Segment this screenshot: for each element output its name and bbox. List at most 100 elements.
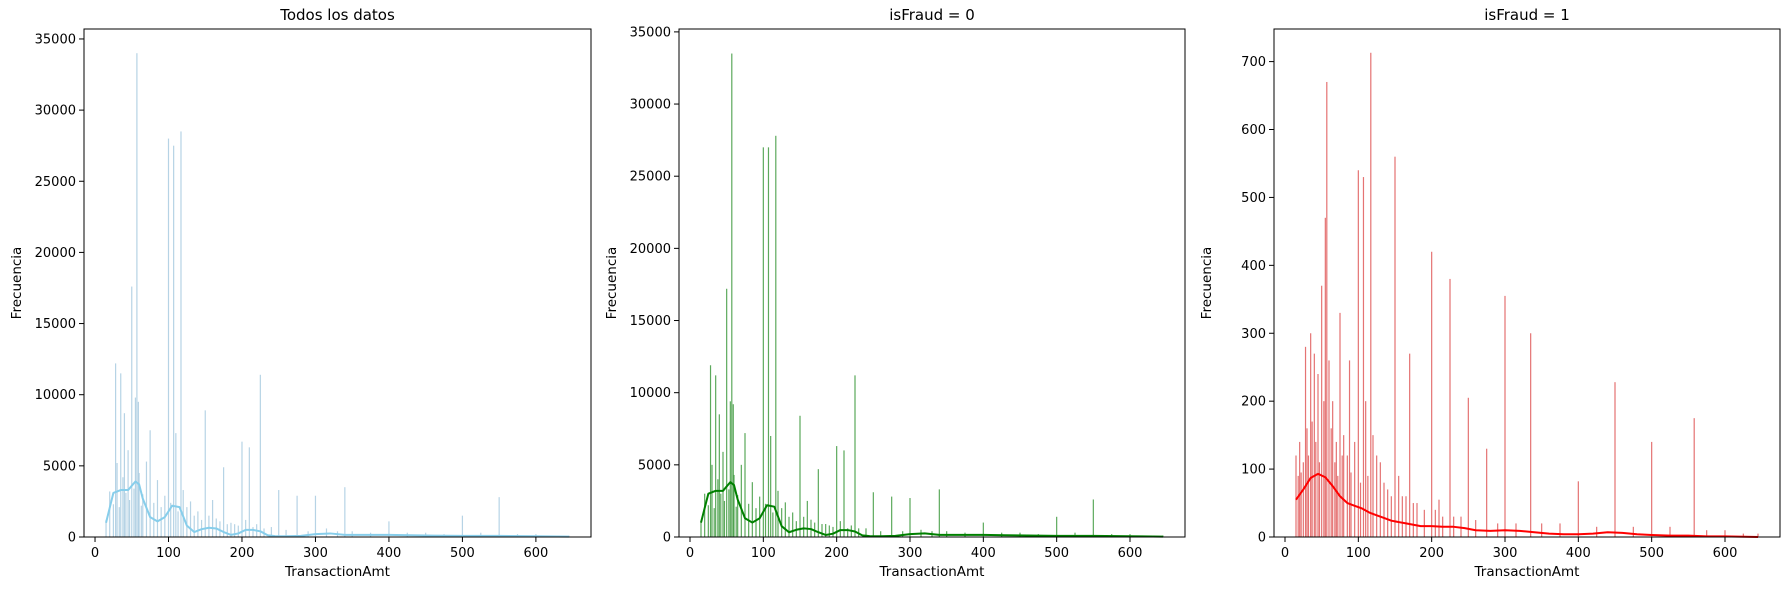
histogram-bar (1383, 482, 1385, 537)
y-tick-label: 35000 (35, 32, 76, 47)
histogram-bar (792, 512, 794, 537)
histogram-bar (1304, 346, 1307, 537)
histogram-bar (775, 135, 777, 538)
histogram-bar (1412, 503, 1414, 537)
histogram-bar (125, 492, 127, 537)
histogram-bar (1354, 441, 1356, 537)
y-tick-label: 35000 (630, 25, 671, 40)
histogram-bar (1313, 353, 1315, 537)
y-tick-label: 15000 (630, 314, 671, 329)
histogram-bar (1321, 285, 1323, 537)
x-axis-label: TransactionAmt (879, 564, 985, 580)
histogram-bar (1724, 530, 1726, 537)
histogram-bar (715, 375, 717, 537)
histogram-bar (140, 505, 142, 537)
y-tick-label: 20000 (35, 246, 76, 261)
x-tick-label: 400 (377, 546, 402, 561)
histogram-bar (1504, 295, 1506, 537)
histogram-bar (193, 515, 195, 537)
histogram-bar (122, 477, 124, 537)
histogram-bar (733, 474, 735, 537)
histogram-bar (1370, 52, 1372, 538)
histogram-bar (1577, 481, 1579, 537)
histogram-bar (160, 507, 162, 537)
histogram-bar (223, 467, 225, 537)
histogram-bar (762, 147, 764, 537)
histogram-bar (186, 507, 188, 537)
x-tick-label: 200 (824, 546, 849, 561)
y-tick-label: 0 (1258, 531, 1266, 546)
histogram-bar (764, 503, 767, 537)
histogram-bar (728, 489, 730, 538)
histogram-bar (711, 464, 713, 537)
y-tick-label: 25000 (35, 175, 76, 190)
histogram-bar (1423, 509, 1425, 537)
histogram-bar (713, 508, 715, 537)
y-tick-label: 200 (1241, 395, 1266, 410)
histogram-bar (1632, 526, 1634, 537)
histogram-bar (1431, 251, 1433, 537)
histogram-bar (865, 528, 867, 537)
histogram-bar (1318, 462, 1321, 537)
histogram-bar (938, 489, 940, 538)
histogram-bar (170, 502, 172, 537)
chart-title: Todos los datos (279, 6, 395, 24)
histogram-bar (1409, 353, 1411, 537)
y-tick-label: 10000 (630, 386, 671, 401)
histogram-bar (230, 522, 232, 537)
axes-frame (678, 28, 1186, 538)
histogram-bar (744, 433, 746, 537)
x-tick-label: 100 (1346, 546, 1371, 561)
histogram-bar (211, 500, 214, 537)
histogram-bar (1416, 503, 1418, 537)
chart-title: isFraud = 1 (1484, 6, 1570, 24)
histogram-bar (278, 490, 280, 537)
histogram-bar (109, 491, 111, 537)
histogram-bar (781, 508, 783, 537)
subplot-1: 0 100 200 300 400 500 600 0 5000 10000 15000 20000 2… (9, 6, 592, 580)
histogram-bar (843, 450, 845, 537)
histogram-bar (709, 365, 712, 537)
histogram-bar (1297, 475, 1299, 537)
histogram-bar (167, 138, 170, 537)
axes-frame (1273, 28, 1781, 538)
y-tick-label: 30000 (630, 98, 671, 113)
x-tick-label: 300 (1493, 546, 1518, 561)
histogram-bar (189, 501, 192, 537)
histogram-bar (891, 496, 893, 537)
histogram-bar (1348, 360, 1351, 537)
histogram-bar (1757, 533, 1759, 537)
histogram-bar (740, 464, 742, 537)
histogram-bar (142, 494, 144, 537)
histogram-bar (1295, 455, 1297, 537)
histogram-bar (1300, 472, 1302, 537)
x-tick-label: 600 (523, 546, 548, 561)
histogram-bar (145, 461, 148, 537)
histogram-bar (704, 493, 706, 537)
x-tick-label: 600 (1118, 546, 1143, 561)
histogram-bar (115, 363, 117, 537)
histogram-bar (1398, 475, 1400, 537)
histogram-bar (1486, 448, 1488, 537)
histogram-bar (241, 441, 243, 537)
histogram-bar (821, 524, 823, 537)
histogram-bar (237, 525, 239, 537)
histogram-bar (177, 511, 179, 537)
y-tick-label: 10000 (35, 388, 76, 403)
x-tick-label: 0 (1281, 546, 1289, 561)
histogram-bar (1530, 333, 1532, 537)
histogram-bar (1706, 530, 1708, 537)
histogram-bar (803, 516, 805, 537)
histogram-bar (872, 492, 874, 537)
y-tick-label: 600 (1241, 123, 1266, 138)
kde-line (105, 480, 569, 538)
histogram-bar (1401, 496, 1403, 537)
histogram-bar (134, 397, 137, 537)
x-axis-label: TransactionAmt (284, 564, 390, 580)
histogram-bar (1339, 312, 1341, 537)
y-tick-label: 0 (663, 531, 671, 546)
histogram-bar (817, 469, 819, 537)
y-tick-label: 700 (1241, 55, 1266, 70)
histogram-bar (296, 495, 298, 537)
